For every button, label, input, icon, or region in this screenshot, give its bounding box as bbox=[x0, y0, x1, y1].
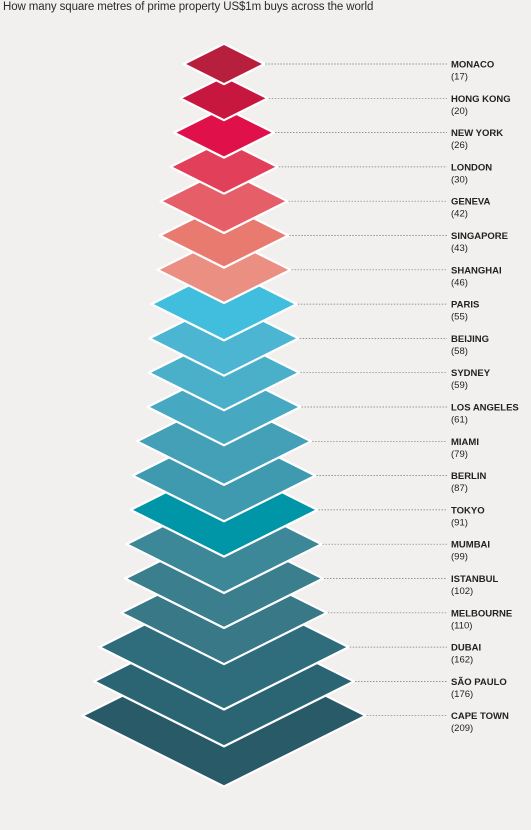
diamond-shanghai bbox=[156, 235, 292, 305]
city-label: SHANGHAI bbox=[451, 265, 502, 276]
diamond-geneva bbox=[159, 168, 289, 235]
city-label: DUBAI bbox=[451, 643, 481, 654]
value-label: (58) bbox=[451, 346, 468, 357]
value-label: (55) bbox=[451, 312, 468, 323]
diamond-hong-kong bbox=[179, 75, 269, 122]
city-label: MIAMI bbox=[451, 437, 479, 448]
value-label: (43) bbox=[451, 243, 468, 254]
city-label: LONDON bbox=[451, 162, 492, 173]
value-label: (46) bbox=[451, 277, 468, 288]
value-label: (91) bbox=[451, 517, 468, 528]
city-label: SÃO PAULO bbox=[451, 677, 507, 688]
city-label: PARIS bbox=[451, 300, 479, 311]
value-label: (30) bbox=[451, 174, 468, 185]
city-label: CAPE TOWN bbox=[451, 711, 509, 722]
value-label: (162) bbox=[451, 655, 473, 666]
value-label: (20) bbox=[451, 106, 468, 117]
value-label: (209) bbox=[451, 723, 473, 734]
value-label: (99) bbox=[451, 552, 468, 563]
value-label: (61) bbox=[451, 415, 468, 426]
city-label: LOS ANGELES bbox=[451, 403, 519, 414]
diamond-singapore bbox=[158, 202, 290, 269]
diamond-monaco bbox=[182, 42, 266, 86]
city-label: HONG KONG bbox=[451, 94, 511, 105]
city-label: SYDNEY bbox=[451, 368, 491, 379]
city-label: TOKYO bbox=[451, 505, 485, 516]
city-label: BERLIN bbox=[451, 471, 487, 482]
value-label: (110) bbox=[451, 620, 472, 631]
city-label: NEW YORK bbox=[451, 128, 503, 139]
diamond-new-york bbox=[172, 106, 276, 159]
value-label: (26) bbox=[451, 140, 468, 151]
city-label: MUMBAI bbox=[451, 540, 490, 551]
diamond-london bbox=[169, 139, 279, 195]
city-label: SINGAPORE bbox=[451, 231, 508, 242]
value-label: (102) bbox=[451, 586, 473, 597]
city-label: ISTANBUL bbox=[451, 574, 499, 585]
chart-title: How many square metres of prime property… bbox=[3, 1, 374, 13]
value-label: (176) bbox=[451, 689, 473, 700]
value-label: (42) bbox=[451, 209, 468, 220]
value-label: (59) bbox=[451, 380, 468, 391]
value-label: (87) bbox=[451, 483, 468, 494]
city-label: MONACO bbox=[451, 60, 494, 71]
value-label: (79) bbox=[451, 449, 468, 460]
value-label: (17) bbox=[451, 72, 468, 83]
city-label: GENEVA bbox=[451, 197, 491, 208]
city-label: MELBOURNE bbox=[451, 608, 512, 619]
city-label: BEIJING bbox=[451, 334, 489, 345]
